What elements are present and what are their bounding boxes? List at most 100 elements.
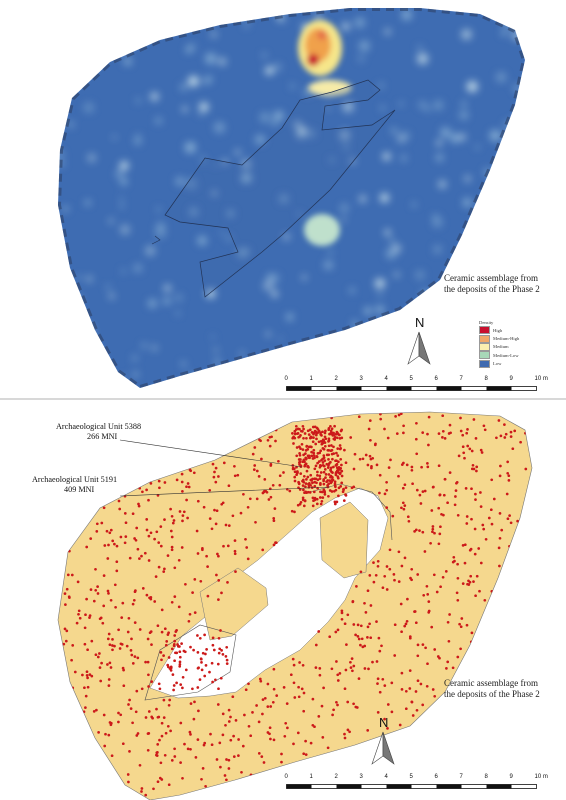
density-speckle xyxy=(174,293,184,303)
north-label: N xyxy=(415,315,425,330)
ceramic-point xyxy=(272,687,276,691)
ceramic-point xyxy=(327,458,330,461)
ceramic-point xyxy=(320,442,324,446)
density-speckle xyxy=(135,133,141,139)
ceramic-point xyxy=(199,579,203,583)
ceramic-point xyxy=(386,703,390,706)
ceramic-point xyxy=(343,732,346,736)
ceramic-point xyxy=(166,633,170,636)
ceramic-point xyxy=(152,787,155,791)
ceramic-point xyxy=(319,483,322,486)
ceramic-point xyxy=(397,413,401,417)
ceramic-point xyxy=(180,642,183,645)
ceramic-point xyxy=(320,704,324,708)
density-speckle xyxy=(204,75,213,84)
ceramic-point xyxy=(196,738,200,741)
ceramic-point xyxy=(171,521,175,525)
density-speckle xyxy=(359,195,367,203)
density-speckle xyxy=(526,130,533,137)
density-speckle xyxy=(188,207,199,217)
legend-swatch xyxy=(479,326,490,335)
density-speckle xyxy=(273,62,282,72)
ceramic-point xyxy=(157,541,161,544)
ceramic-point xyxy=(107,684,111,687)
ceramic-point xyxy=(211,643,215,647)
density-speckle xyxy=(145,245,156,257)
ceramic-point xyxy=(495,436,498,440)
ceramic-point xyxy=(214,678,217,682)
ceramic-point xyxy=(439,585,442,589)
density-speckle xyxy=(112,135,117,140)
legend-swatch xyxy=(479,334,490,343)
ceramic-point xyxy=(366,625,370,629)
ceramic-point xyxy=(315,497,319,501)
ceramic-point xyxy=(470,449,474,453)
density-speckle xyxy=(323,260,334,270)
ceramic-point xyxy=(160,608,164,612)
ceramic-point xyxy=(301,460,304,464)
ceramic-point xyxy=(397,474,400,478)
ceramic-point xyxy=(509,430,513,434)
density-speckle xyxy=(491,214,497,220)
ceramic-point xyxy=(369,438,372,442)
ceramic-point xyxy=(506,517,510,521)
scale-tick-label: 4 xyxy=(384,774,388,780)
ceramic-point xyxy=(312,490,316,494)
ceramic-point xyxy=(126,630,130,634)
ceramic-point xyxy=(348,730,351,734)
ceramic-point xyxy=(349,660,352,664)
ceramic-point xyxy=(170,545,174,549)
ceramic-point xyxy=(184,668,188,672)
density-speckle xyxy=(65,292,71,299)
ceramic-point xyxy=(399,412,403,416)
ceramic-point xyxy=(63,627,67,631)
ceramic-point xyxy=(62,642,66,646)
ceramic-point xyxy=(452,555,456,559)
ceramic-point xyxy=(461,433,465,437)
ceramic-point xyxy=(162,716,166,719)
ceramic-point xyxy=(204,652,207,656)
ceramic-point xyxy=(229,738,233,742)
ceramic-point xyxy=(107,678,111,681)
ceramic-point xyxy=(126,773,130,776)
ceramic-point xyxy=(313,725,316,729)
ceramic-point xyxy=(211,462,215,466)
density-speckle xyxy=(212,389,220,397)
ceramic-point xyxy=(196,634,199,637)
ceramic-point xyxy=(255,497,259,501)
ceramic-point xyxy=(360,637,364,641)
ceramic-point xyxy=(404,707,408,711)
ceramic-point xyxy=(127,780,130,784)
ceramic-point xyxy=(144,660,147,664)
ceramic-point xyxy=(293,479,297,483)
ceramic-point xyxy=(420,465,423,469)
ceramic-point xyxy=(380,644,383,648)
ceramic-point xyxy=(115,544,119,548)
ceramic-point xyxy=(234,570,237,573)
density-speckle xyxy=(58,149,65,160)
caption-line-2: the deposits of the Phase 2 xyxy=(444,284,540,294)
caption-line-1: Ceramic assemblage from xyxy=(444,678,538,688)
density-speckle xyxy=(154,117,163,125)
ceramic-point xyxy=(172,519,176,522)
density-speckle xyxy=(131,355,138,362)
ceramic-point xyxy=(383,717,386,721)
ceramic-point xyxy=(383,427,386,431)
ceramic-point xyxy=(367,667,370,671)
ceramic-point xyxy=(78,616,82,620)
ceramic-point xyxy=(463,543,467,547)
ceramic-point xyxy=(136,732,140,735)
ceramic-point xyxy=(291,432,294,435)
ceramic-point xyxy=(484,537,488,541)
density-speckle xyxy=(259,111,271,124)
density-speckle xyxy=(438,180,447,189)
ceramic-point xyxy=(326,466,330,469)
ceramic-point xyxy=(128,698,131,702)
ceramic-point xyxy=(405,619,409,623)
ceramic-point xyxy=(322,470,326,474)
ceramic-point xyxy=(498,474,502,478)
density-speckle xyxy=(179,83,188,92)
ceramic-point xyxy=(169,507,172,511)
ceramic-point xyxy=(416,573,420,576)
ceramic-point xyxy=(224,523,228,527)
